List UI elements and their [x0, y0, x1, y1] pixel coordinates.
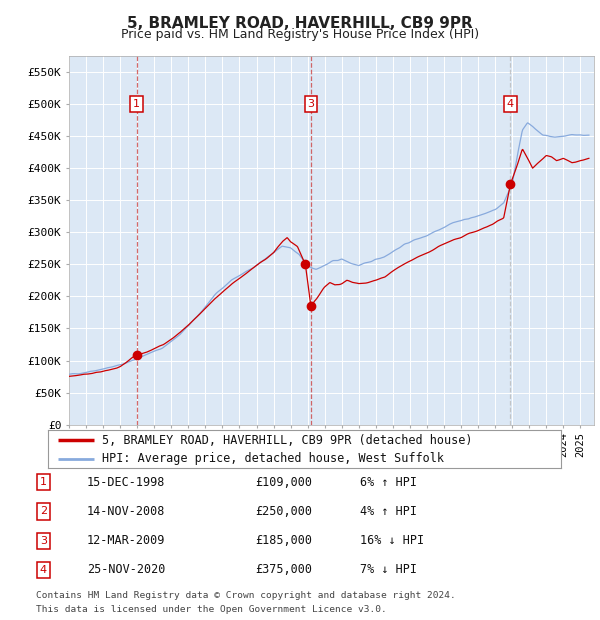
Text: 5, BRAMLEY ROAD, HAVERHILL, CB9 9PR (detached house): 5, BRAMLEY ROAD, HAVERHILL, CB9 9PR (det… [102, 433, 472, 446]
Text: 3: 3 [40, 536, 47, 546]
Text: This data is licensed under the Open Government Licence v3.0.: This data is licensed under the Open Gov… [36, 604, 387, 614]
Text: £375,000: £375,000 [255, 564, 312, 576]
Text: 1: 1 [40, 477, 47, 487]
Text: HPI: Average price, detached house, West Suffolk: HPI: Average price, detached house, West… [102, 453, 444, 466]
Text: Contains HM Land Registry data © Crown copyright and database right 2024.: Contains HM Land Registry data © Crown c… [36, 590, 456, 600]
Text: 5, BRAMLEY ROAD, HAVERHILL, CB9 9PR: 5, BRAMLEY ROAD, HAVERHILL, CB9 9PR [127, 16, 473, 30]
Text: 4: 4 [507, 99, 514, 109]
Text: 12-MAR-2009: 12-MAR-2009 [87, 534, 166, 547]
Text: 7% ↓ HPI: 7% ↓ HPI [360, 564, 417, 576]
Text: 25-NOV-2020: 25-NOV-2020 [87, 564, 166, 576]
Text: £185,000: £185,000 [255, 534, 312, 547]
Text: 4% ↑ HPI: 4% ↑ HPI [360, 505, 417, 518]
Text: 2: 2 [40, 507, 47, 516]
Text: £250,000: £250,000 [255, 505, 312, 518]
Text: Price paid vs. HM Land Registry's House Price Index (HPI): Price paid vs. HM Land Registry's House … [121, 28, 479, 41]
Text: 4: 4 [40, 565, 47, 575]
Text: 15-DEC-1998: 15-DEC-1998 [87, 476, 166, 489]
Text: £109,000: £109,000 [255, 476, 312, 489]
Text: 14-NOV-2008: 14-NOV-2008 [87, 505, 166, 518]
Text: 1: 1 [133, 99, 140, 109]
Text: 3: 3 [307, 99, 314, 109]
Text: 6% ↑ HPI: 6% ↑ HPI [360, 476, 417, 489]
Text: 16% ↓ HPI: 16% ↓ HPI [360, 534, 424, 547]
